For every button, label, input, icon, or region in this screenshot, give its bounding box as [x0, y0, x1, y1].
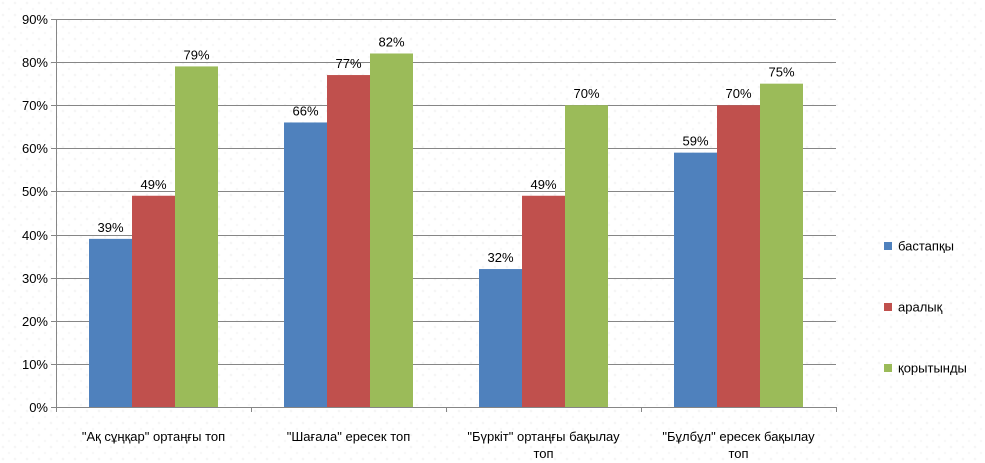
data-label: 66% [292, 103, 318, 118]
legend-swatch [884, 303, 892, 311]
data-label: 59% [682, 134, 708, 149]
bar [522, 195, 565, 407]
bar [479, 269, 522, 407]
x-category-label: "Бұлбұл" ересек бақылау [662, 429, 815, 444]
bar [674, 152, 717, 407]
x-axis-category-labels: "Ақ сұңқар" ортаңғы топ "Шағала" ересек т… [82, 429, 815, 461]
y-tick-label: 80% [22, 55, 48, 70]
bar [717, 105, 760, 407]
y-tick-label: 90% [22, 12, 48, 27]
bar [327, 75, 370, 408]
data-labels: 39% 49% 79% 66% 77% 82% 32% 49% 70% 59% 70% 75% [97, 34, 794, 265]
x-category-label: "Ақ сұңқар" ортаңғы топ [82, 429, 225, 444]
y-tick-label: 70% [22, 98, 48, 113]
legend-entry: аралық [898, 300, 943, 315]
bar [175, 66, 218, 407]
data-label: 39% [97, 220, 123, 235]
data-label: 77% [335, 56, 361, 71]
data-label: 49% [530, 177, 556, 192]
legend: бастапқы аралық қорытынды [884, 239, 967, 376]
y-tick-label: 30% [22, 271, 48, 286]
y-tick-label: 60% [22, 141, 48, 156]
bar [89, 238, 132, 407]
x-category-label: "Бүркіт" ортаңғы бақылау [467, 429, 620, 444]
legend-entry: бастапқы [898, 239, 954, 254]
legend-swatch [884, 364, 892, 372]
data-label: 75% [768, 65, 794, 80]
y-tick-label: 0% [29, 400, 48, 415]
y-axis-tick-labels: 0% 10% 20% 30% 40% 50% 60% 70% 80% 90% [22, 12, 48, 415]
data-label: 79% [183, 47, 209, 62]
bars [89, 53, 803, 408]
data-label: 70% [725, 86, 751, 101]
data-label: 32% [487, 250, 513, 265]
y-tick-label: 20% [22, 314, 48, 329]
bar [370, 53, 413, 407]
y-tick-label: 50% [22, 184, 48, 199]
x-category-label: "Шағала" ересек топ [287, 429, 411, 444]
x-category-label: топ [728, 446, 748, 461]
data-label: 49% [140, 177, 166, 192]
y-tick-label: 40% [22, 228, 48, 243]
bar [284, 122, 327, 407]
bar [760, 83, 803, 408]
legend-swatch [884, 242, 892, 250]
data-label: 70% [573, 86, 599, 101]
axes [51, 19, 837, 412]
bar [565, 105, 608, 407]
bar [132, 195, 175, 407]
data-label: 82% [378, 34, 404, 49]
y-tick-label: 10% [22, 357, 48, 372]
x-category-label: топ [533, 446, 553, 461]
legend-entry: қорытынды [898, 361, 967, 376]
